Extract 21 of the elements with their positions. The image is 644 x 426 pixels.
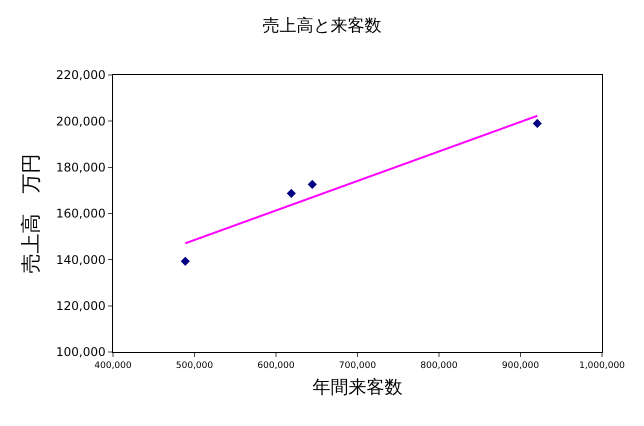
- point: [308, 180, 317, 189]
- y-tick-label: 100,000: [56, 345, 106, 360]
- y-tick-label: 160,000: [56, 206, 106, 221]
- y-tick-label: 120,000: [56, 299, 106, 314]
- y-axis-title: 売上高 万円: [18, 154, 42, 274]
- point: [180, 256, 190, 266]
- y-tick-label: 220,000: [56, 68, 106, 82]
- x-tick-label: 800,000: [420, 360, 458, 371]
- x-tick-label: 900,000: [502, 360, 540, 371]
- x-tick-label: 500,000: [176, 360, 214, 371]
- y-tick-label: 200,000: [56, 114, 106, 128]
- x-tick-label: 1,000,000: [579, 360, 626, 371]
- x-tick-label: 600,000: [257, 360, 295, 371]
- point: [286, 188, 296, 198]
- chart-title: 売上高と来客数: [262, 16, 382, 36]
- x-tick-label: 700,000: [338, 360, 376, 371]
- y-tick-label: 140,000: [56, 252, 106, 267]
- x-axis-title: 年間来客数: [312, 376, 402, 398]
- y-tick-label: 180,000: [56, 160, 106, 175]
- point: [532, 118, 542, 128]
- x-tick-label: 400,000: [94, 360, 132, 371]
